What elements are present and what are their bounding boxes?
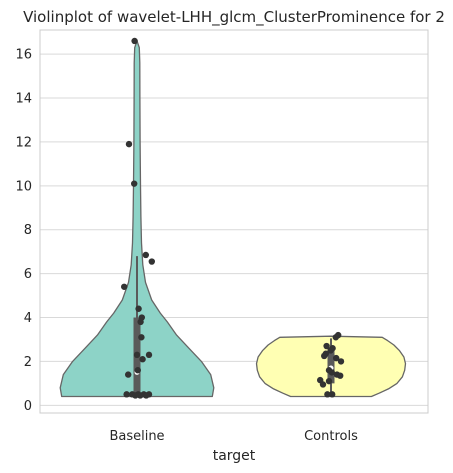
- data-point: [137, 318, 144, 326]
- plot-frame: [39, 29, 429, 414]
- data-point: [319, 381, 327, 388]
- data-point: [323, 342, 330, 350]
- y-tick-label: 16: [15, 48, 32, 63]
- data-point: [328, 369, 335, 376]
- data-point: [121, 283, 128, 290]
- data-point: [125, 371, 132, 378]
- data-point: [134, 367, 141, 374]
- data-point: [133, 351, 141, 359]
- data-point: [332, 334, 339, 341]
- y-tick-label: 2: [24, 355, 32, 370]
- data-point: [135, 305, 142, 312]
- data-point: [333, 354, 340, 362]
- y-tick-label: 6: [24, 267, 32, 282]
- data-point: [131, 180, 138, 187]
- data-point: [125, 140, 133, 148]
- violins: [59, 37, 407, 399]
- data-point: [148, 258, 155, 265]
- violin-controls: [255, 331, 407, 398]
- data-point: [131, 37, 138, 45]
- data-point: [329, 391, 336, 398]
- x-tick-label: Baseline: [109, 429, 164, 444]
- x-tick-labels: Baseline Controls: [109, 429, 358, 444]
- data-point: [142, 251, 149, 259]
- data-point: [137, 392, 144, 399]
- y-tick-labels: 0 2 4 6 8 10 12 14 16: [15, 48, 32, 414]
- x-axis-label: target: [213, 448, 256, 464]
- data-point: [324, 391, 331, 398]
- violin-baseline: [59, 37, 215, 399]
- y-tick-label: 8: [24, 223, 32, 238]
- data-point: [337, 358, 345, 365]
- y-tick-label: 14: [15, 92, 32, 107]
- data-point: [143, 392, 150, 399]
- y-tick-label: 0: [24, 399, 32, 414]
- data-point: [321, 352, 328, 360]
- y-tick-label: 4: [24, 311, 32, 326]
- data-point: [337, 372, 344, 379]
- data-point: [327, 347, 334, 354]
- data-point: [123, 391, 130, 398]
- x-tick-label: Controls: [304, 429, 358, 444]
- violin-body: [59, 40, 215, 398]
- y-tick-label: 10: [15, 179, 32, 194]
- data-point: [138, 334, 145, 341]
- y-tick-label: 12: [15, 135, 32, 150]
- data-point: [325, 377, 333, 385]
- chart-title: Violinplot of wavelet-LHH_glcm_ClusterPr…: [23, 8, 445, 27]
- data-point: [145, 351, 153, 359]
- data-point: [132, 392, 139, 399]
- data-point: [139, 356, 146, 363]
